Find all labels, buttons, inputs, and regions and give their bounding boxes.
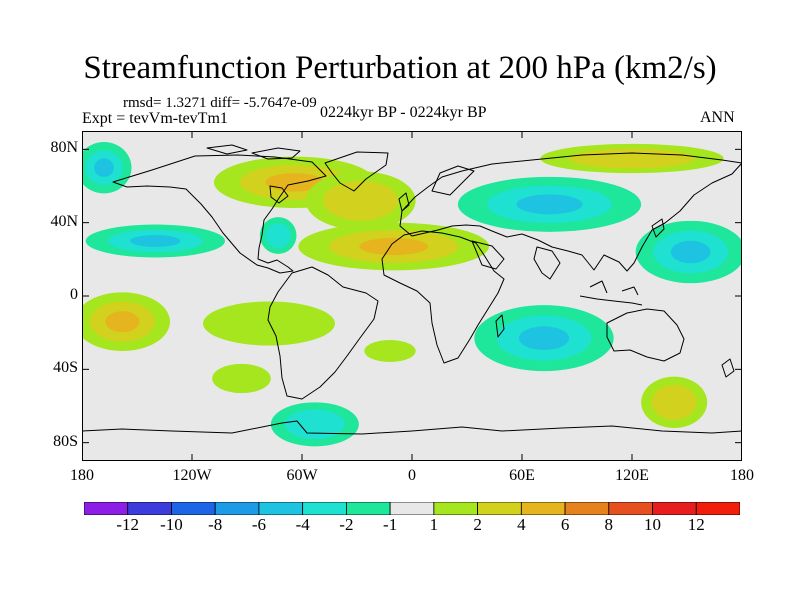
anomaly-tropical-atlantic-pos-level-3 <box>359 237 428 256</box>
colorbar-label: -6 <box>251 515 266 534</box>
coast-eurasia <box>399 152 742 272</box>
lat-label-0: 0 <box>70 286 78 303</box>
season-label: ANN <box>700 109 735 126</box>
coastlines <box>82 144 742 435</box>
coast-australia <box>606 308 685 362</box>
lat-label-40n: 40N <box>50 212 78 230</box>
coast-arabia <box>471 240 505 270</box>
coast-scandinavia <box>431 165 475 196</box>
lon-label-180e: 180 <box>730 467 754 484</box>
anomaly-south-america-pos-level-1 <box>203 301 335 346</box>
lon-label-120e: 120E <box>615 467 649 484</box>
map-background <box>82 131 742 461</box>
colorbar-box <box>433 502 479 515</box>
anomaly-south-atlantic-pos-level-1 <box>364 340 416 362</box>
coast-south-america <box>267 266 379 400</box>
colorbar-label: 12 <box>687 515 705 534</box>
anomaly-arctic-pos-level-2 <box>569 148 695 169</box>
colorbar-box <box>652 502 697 515</box>
anomaly-south-indian-neg-level--3 <box>518 326 570 351</box>
anomaly-north-pacific-west-level--3 <box>94 158 114 177</box>
colorbar-box <box>345 502 391 515</box>
colorbar-box <box>302 502 347 515</box>
colorbar-box <box>695 502 740 515</box>
coast-japan <box>651 218 665 238</box>
colorbar-label: -10 <box>160 515 183 534</box>
map-plot <box>82 131 742 461</box>
colorbar-label: 4 <box>517 515 526 534</box>
period-label: 0224kyr BP - 0224kyr BP <box>320 104 487 121</box>
colorbar-box <box>258 502 304 515</box>
colorbar-box <box>608 502 653 515</box>
anomaly-central-pacific-pos-level-3 <box>105 311 140 333</box>
anomaly-north-atlantic-arc-level-2 <box>323 180 399 221</box>
anomaly-southwest-pacific-pos-level-2 <box>651 384 697 420</box>
colorbar-box <box>127 502 172 515</box>
lon-label-0: 0 <box>408 467 416 484</box>
colorbar-label: 8 <box>604 515 614 534</box>
stats-label: rmsd= 1.3271 diff= -5.7647e-09 <box>123 95 317 111</box>
coast-africa <box>381 230 505 364</box>
colorbar-label: -12 <box>116 515 140 534</box>
colorbar-box <box>171 502 216 515</box>
anomaly-layer <box>82 142 742 447</box>
colorbar-label: -1 <box>383 515 398 534</box>
anomaly-east-asia-neg-level--3 <box>670 240 711 264</box>
coast-india <box>533 246 561 280</box>
coast-new-zealand <box>721 358 735 378</box>
colorbar-label: 10 <box>644 515 662 534</box>
coast-madagascar <box>495 314 505 338</box>
colorbar-label: 1 <box>429 515 439 534</box>
colorbar-box <box>520 502 566 515</box>
lon-label-180w: 180 <box>70 467 94 484</box>
anomaly-north-america-pos-level-3 <box>265 173 324 192</box>
lat-label-80s: 80S <box>53 432 78 450</box>
coast-antarctica <box>82 420 742 435</box>
anomaly-caribbean-neg-level--2 <box>265 223 291 248</box>
colorbar-box <box>477 502 522 515</box>
colorbar-label: -2 <box>339 515 354 534</box>
lat-label-40s: 40S <box>53 359 78 377</box>
anomaly-east-pacific-neg-level--3 <box>130 235 181 247</box>
coast-north-america <box>112 154 327 274</box>
anomaly-siberia-neg-level--3 <box>516 194 583 215</box>
lon-label-60e: 60E <box>509 467 535 484</box>
coast-arctic-islands <box>206 144 301 160</box>
colorbar-label: 2 <box>473 515 482 534</box>
colorbar-box <box>84 502 129 515</box>
colorbar-label: -4 <box>295 515 310 534</box>
coast-greenland <box>324 151 389 192</box>
anomaly-southeast-pacific-pos-level-1 <box>212 363 271 394</box>
lat-label-80n: 80N <box>50 139 78 157</box>
coast-indonesia <box>579 280 643 306</box>
colorbar-label: -8 <box>208 515 223 534</box>
coast-britain <box>398 192 410 212</box>
axis-ticks <box>82 131 742 461</box>
colorbar <box>84 502 740 515</box>
plot-title: Streamfunction Perturbation at 200 hPa (… <box>83 50 717 86</box>
colorbar-box <box>389 502 435 515</box>
colorbar-box <box>564 502 610 515</box>
lon-label-60w: 60W <box>286 467 318 484</box>
colorbar-box <box>214 502 260 515</box>
colorbar-label: 6 <box>560 515 570 534</box>
lon-label-120w: 120W <box>172 467 212 484</box>
anomaly-southern-ocean-neg-level--2 <box>284 409 345 440</box>
experiment-label: Expt = tevVm-tevTm1 <box>82 110 228 127</box>
coast-hudson-bay <box>269 185 289 204</box>
